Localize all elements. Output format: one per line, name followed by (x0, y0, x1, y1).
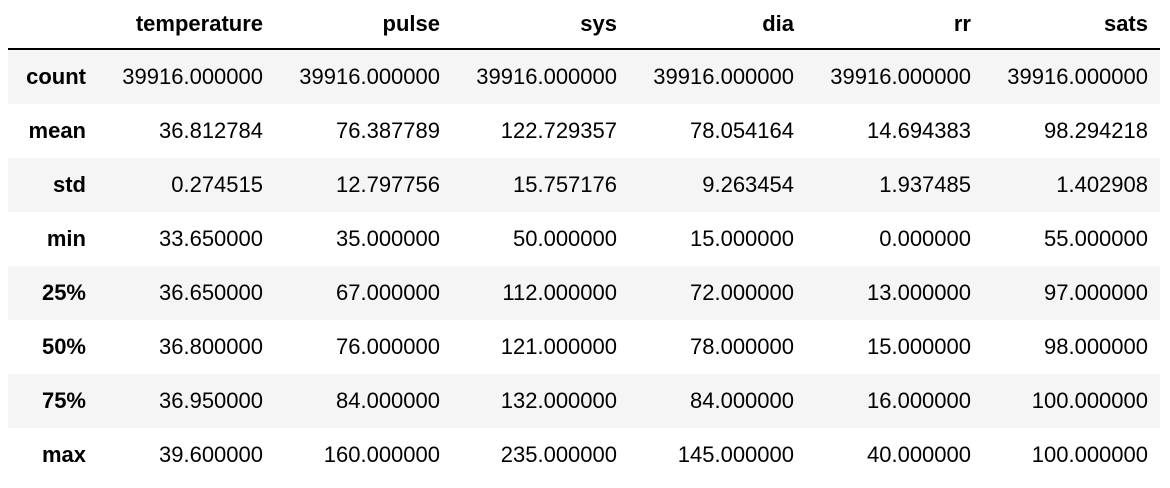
table-cell: 67.000000 (275, 266, 452, 320)
table-cell: 36.812784 (98, 104, 275, 158)
table-cell: 121.000000 (452, 320, 629, 374)
table-cell: 1.402908 (983, 158, 1160, 212)
row-index: min (8, 212, 98, 266)
table-cell: 36.650000 (98, 266, 275, 320)
table-cell: 12.797756 (275, 158, 452, 212)
table-cell: 78.054164 (629, 104, 806, 158)
table-cell: 50.000000 (452, 212, 629, 266)
table-row: 25% 36.650000 67.000000 112.000000 72.00… (8, 266, 1160, 320)
row-index: count (8, 49, 98, 104)
table-cell: 39916.000000 (629, 49, 806, 104)
describe-table: temperature pulse sys dia rr sats count … (8, 0, 1160, 482)
column-header-sats: sats (983, 0, 1160, 50)
table-cell: 160.000000 (275, 428, 452, 482)
row-index: std (8, 158, 98, 212)
table-cell: 16.000000 (806, 374, 983, 428)
table-row: count 39916.000000 39916.000000 39916.00… (8, 49, 1160, 104)
table-cell: 100.000000 (983, 374, 1160, 428)
table-cell: 76.000000 (275, 320, 452, 374)
row-index: 50% (8, 320, 98, 374)
table-cell: 14.694383 (806, 104, 983, 158)
column-header-pulse: pulse (275, 0, 452, 50)
table-row: 50% 36.800000 76.000000 121.000000 78.00… (8, 320, 1160, 374)
column-header-temperature: temperature (98, 0, 275, 50)
table-cell: 235.000000 (452, 428, 629, 482)
header-row: temperature pulse sys dia rr sats (8, 0, 1160, 50)
table-cell: 98.000000 (983, 320, 1160, 374)
column-header-sys: sys (452, 0, 629, 50)
table-cell: 100.000000 (983, 428, 1160, 482)
table-cell: 112.000000 (452, 266, 629, 320)
table-row: std 0.274515 12.797756 15.757176 9.26345… (8, 158, 1160, 212)
row-index: 75% (8, 374, 98, 428)
table-cell: 9.263454 (629, 158, 806, 212)
table-cell: 13.000000 (806, 266, 983, 320)
column-header-dia: dia (629, 0, 806, 50)
index-header (8, 0, 98, 50)
column-header-rr: rr (806, 0, 983, 50)
table-cell: 39916.000000 (98, 49, 275, 104)
table-body: count 39916.000000 39916.000000 39916.00… (8, 49, 1160, 482)
row-index: 25% (8, 266, 98, 320)
table-cell: 35.000000 (275, 212, 452, 266)
table-cell: 39916.000000 (806, 49, 983, 104)
table-row: max 39.600000 160.000000 235.000000 145.… (8, 428, 1160, 482)
table-cell: 1.937485 (806, 158, 983, 212)
table-cell: 84.000000 (629, 374, 806, 428)
table-cell: 15.000000 (629, 212, 806, 266)
table-cell: 84.000000 (275, 374, 452, 428)
table-cell: 72.000000 (629, 266, 806, 320)
table-cell: 39916.000000 (452, 49, 629, 104)
table-cell: 55.000000 (983, 212, 1160, 266)
row-index: max (8, 428, 98, 482)
table-cell: 98.294218 (983, 104, 1160, 158)
table-cell: 36.800000 (98, 320, 275, 374)
row-index: mean (8, 104, 98, 158)
table-row: mean 36.812784 76.387789 122.729357 78.0… (8, 104, 1160, 158)
table-cell: 15.757176 (452, 158, 629, 212)
table-header: temperature pulse sys dia rr sats (8, 0, 1160, 50)
table-cell: 122.729357 (452, 104, 629, 158)
table-cell: 145.000000 (629, 428, 806, 482)
table-cell: 39.600000 (98, 428, 275, 482)
table-cell: 39916.000000 (275, 49, 452, 104)
table-cell: 39916.000000 (983, 49, 1160, 104)
table-cell: 0.274515 (98, 158, 275, 212)
table-cell: 36.950000 (98, 374, 275, 428)
table-cell: 78.000000 (629, 320, 806, 374)
table-row: 75% 36.950000 84.000000 132.000000 84.00… (8, 374, 1160, 428)
table-cell: 0.000000 (806, 212, 983, 266)
table-row: min 33.650000 35.000000 50.000000 15.000… (8, 212, 1160, 266)
table-cell: 33.650000 (98, 212, 275, 266)
table-cell: 15.000000 (806, 320, 983, 374)
table-cell: 40.000000 (806, 428, 983, 482)
table-cell: 97.000000 (983, 266, 1160, 320)
table-cell: 76.387789 (275, 104, 452, 158)
table-cell: 132.000000 (452, 374, 629, 428)
